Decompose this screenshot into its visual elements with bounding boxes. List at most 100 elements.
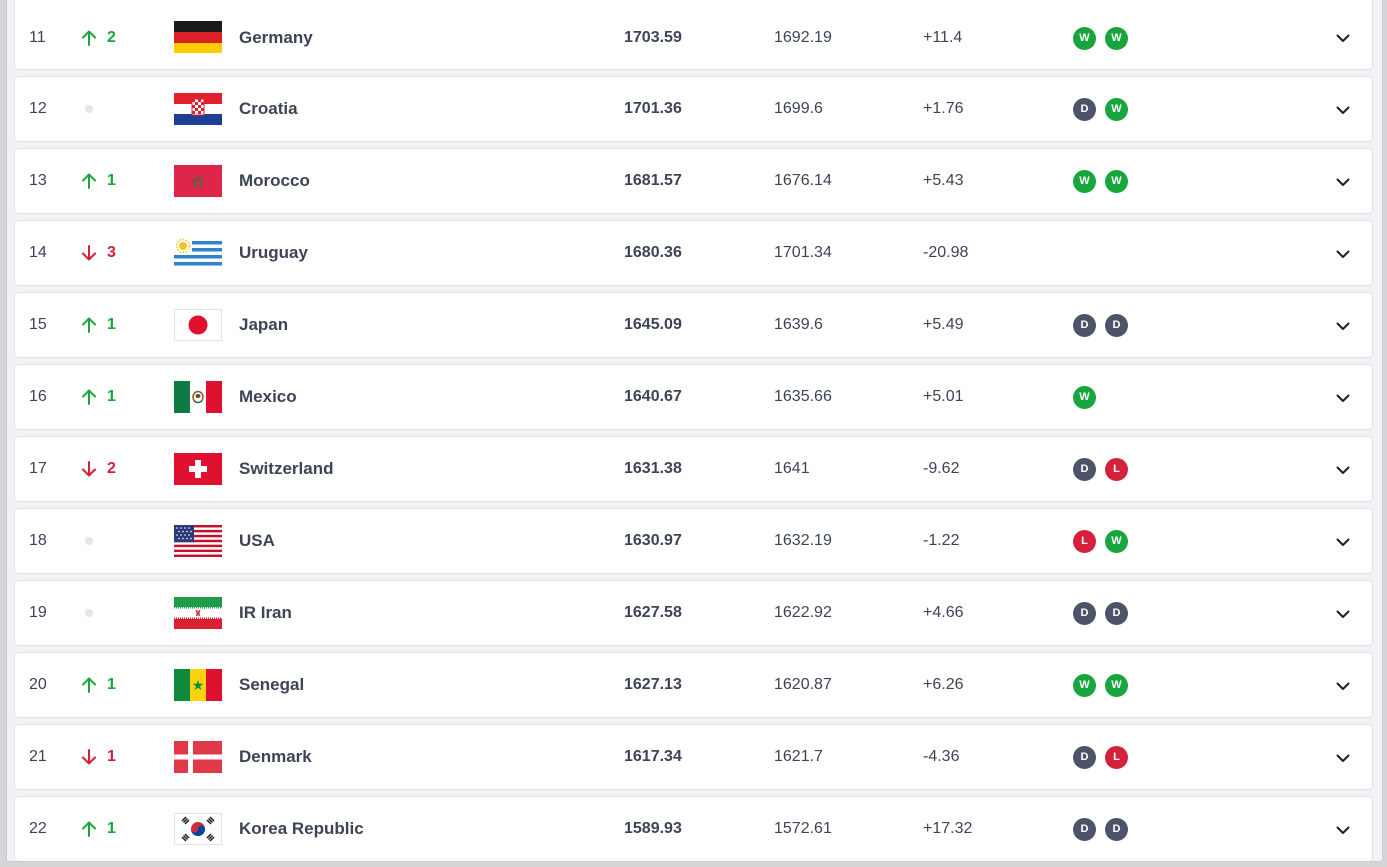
rank-change-value: 2 <box>107 460 116 477</box>
rank-change-down: 1 <box>81 725 116 789</box>
result-badge: W <box>1073 26 1096 50</box>
arrow-up-icon <box>82 30 96 46</box>
chevron-down-icon[interactable] <box>1335 606 1351 622</box>
result-badge: L <box>1073 529 1096 553</box>
arrow-up-icon <box>82 821 96 837</box>
team-name[interactable]: Senegal <box>239 675 305 694</box>
points-change: +5.01 <box>923 388 964 405</box>
mexico-flag-icon <box>174 381 222 413</box>
total-points: 1703.59 <box>624 29 682 46</box>
team-name[interactable]: IR Iran <box>239 603 292 622</box>
points-change: +1.76 <box>923 100 964 117</box>
rank-number: 11 <box>29 29 46 46</box>
result-badge: D <box>1105 601 1128 625</box>
chevron-down-icon[interactable] <box>1335 390 1351 406</box>
chevron-down-icon[interactable] <box>1335 678 1351 694</box>
result-badge: D <box>1073 601 1096 625</box>
iran-flag-icon <box>174 597 222 629</box>
chevron-down-icon[interactable] <box>1335 750 1351 766</box>
chevron-down-icon[interactable] <box>1335 318 1351 334</box>
rank-change-value: 2 <box>107 29 116 46</box>
rank-change-none <box>81 77 93 141</box>
team-name[interactable]: Germany <box>239 28 313 47</box>
result-badge: W <box>1105 673 1128 697</box>
rank-change-value: 3 <box>107 244 116 261</box>
result-badge: L <box>1105 745 1128 769</box>
denmark-flag-icon <box>174 741 222 773</box>
total-points: 1701.36 <box>624 100 682 117</box>
team-name[interactable]: Korea Republic <box>239 819 364 838</box>
previous-points: 1622.92 <box>774 604 832 621</box>
rank-number: 13 <box>29 172 47 189</box>
team-name[interactable]: Switzerland <box>239 459 334 478</box>
chevron-down-icon[interactable] <box>1335 30 1351 46</box>
japan-flag-icon <box>174 309 222 341</box>
germany-flag-icon <box>174 21 222 53</box>
result-badge: D <box>1073 313 1096 337</box>
rank-change-value: 1 <box>107 676 116 693</box>
total-points: 1627.58 <box>624 604 682 621</box>
team-name[interactable]: Japan <box>239 315 289 334</box>
previous-points: 1572.61 <box>774 820 832 837</box>
team-name[interactable]: Uruguay <box>239 243 308 262</box>
total-points: 1640.67 <box>624 388 682 405</box>
rank-number: 16 <box>29 388 47 405</box>
arrow-up-icon <box>82 317 96 333</box>
rank-change-up: 1 <box>81 365 116 429</box>
rank-change-value: 1 <box>107 316 116 333</box>
no-change-dot-icon <box>85 537 93 545</box>
chevron-down-icon[interactable] <box>1335 462 1351 478</box>
arrow-down-icon <box>82 461 96 477</box>
rank-change-down: 2 <box>81 437 116 501</box>
rank-change-up: 2 <box>81 5 116 71</box>
points-change: -4.36 <box>923 748 960 765</box>
points-change: -1.22 <box>923 532 960 549</box>
points-change: +5.43 <box>923 172 964 189</box>
total-points: 1681.57 <box>624 172 682 189</box>
team-name[interactable]: Croatia <box>239 99 298 118</box>
previous-points: 1692.19 <box>774 29 832 46</box>
arrow-up-icon <box>82 389 96 405</box>
chevron-down-icon[interactable] <box>1335 102 1351 118</box>
result-badge: W <box>1105 529 1128 553</box>
total-points: 1630.97 <box>624 532 682 549</box>
morocco-flag-icon <box>174 165 222 197</box>
chevron-down-icon[interactable] <box>1335 534 1351 550</box>
croatia-flag-icon <box>174 93 222 125</box>
points-change: +17.32 <box>923 820 973 837</box>
rank-change-up: 1 <box>81 149 116 213</box>
rank-change-value: 1 <box>107 172 116 189</box>
arrow-down-icon <box>82 749 96 765</box>
ranking-row[interactable]: 14 3 Uruguay 1680.36 1701.34 -20.98 <box>14 220 1373 286</box>
team-name[interactable]: USA <box>239 531 275 550</box>
team-name[interactable]: Mexico <box>239 387 297 406</box>
previous-points: 1701.34 <box>774 244 832 261</box>
team-name[interactable]: Morocco <box>239 171 310 190</box>
result-badge: D <box>1073 817 1096 841</box>
no-change-dot-icon <box>85 609 93 617</box>
chevron-down-icon[interactable] <box>1335 822 1351 838</box>
arrow-down-icon <box>82 245 96 261</box>
points-change: +5.49 <box>923 316 964 333</box>
chevron-down-icon[interactable] <box>1335 174 1351 190</box>
ranking-row[interactable]: 16 1 Mexico 1640.67 1635.66 +5.01 W <box>14 364 1373 430</box>
ranking-row[interactable]: 22 1 Korea Republic 1589.93 1572.61 +17.… <box>14 796 1373 861</box>
team-name[interactable]: Denmark <box>239 747 312 766</box>
chevron-down-icon[interactable] <box>1335 246 1351 262</box>
points-change: +4.66 <box>923 604 964 621</box>
rank-change-up: 1 <box>81 653 116 717</box>
